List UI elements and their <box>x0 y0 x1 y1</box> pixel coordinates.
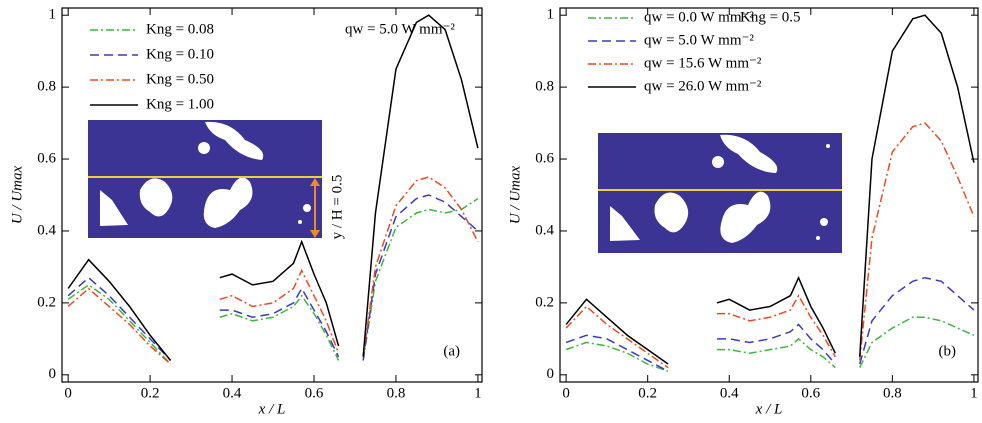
series-line <box>67 176 479 365</box>
series-line <box>67 194 479 361</box>
y-tick-label: 0 <box>49 366 57 382</box>
series-line <box>565 276 975 372</box>
x-tick-label: 0.4 <box>720 385 739 401</box>
y-axis-label: U / Umax <box>9 165 25 224</box>
x-tick-label: 0.6 <box>305 385 324 401</box>
annotation: qw = 5.0 W mm⁻² <box>345 21 455 37</box>
y-tick-label: 0.4 <box>535 222 554 238</box>
legend-label: qw = 26.0 W mm⁻² <box>644 78 762 94</box>
y-tick-label: 0.2 <box>535 294 554 310</box>
y-tick-label: 0.4 <box>37 222 56 238</box>
series-line <box>565 122 975 369</box>
panel-label: (b) <box>939 343 957 359</box>
annotation: Kng = 0.5 <box>740 9 801 25</box>
y-tick-label: 0.8 <box>37 79 56 95</box>
y-tick-label: 1 <box>49 7 57 23</box>
legend-label: qw = 15.6 W mm⁻² <box>644 55 762 71</box>
legend-label: qw = 5.0 W mm⁻² <box>644 32 754 48</box>
y-tick-label: 0 <box>547 366 555 382</box>
x-axis-label: x / L <box>258 401 286 417</box>
inset-b <box>598 133 842 253</box>
legend-label: qw = 0.0 W mm⁻² <box>644 9 754 25</box>
x-tick-label: 0.2 <box>638 385 657 401</box>
x-tick-label: 0 <box>64 385 72 401</box>
y-tick-label: 0.2 <box>37 294 56 310</box>
x-tick-label: 0.6 <box>801 385 820 401</box>
x-tick-label: 0.8 <box>883 385 902 401</box>
y-tick-label: 1 <box>547 7 555 23</box>
x-axis-label: x / L <box>755 401 783 417</box>
x-tick-label: 0.8 <box>387 385 406 401</box>
legend-label: Kng = 0.08 <box>146 21 214 37</box>
x-tick-label: 1 <box>970 385 978 401</box>
series-line <box>565 316 975 372</box>
series-line <box>565 14 975 365</box>
y-tick-label: 0.6 <box>535 150 554 166</box>
plot-frame <box>61 7 483 383</box>
plot-frame <box>559 7 979 383</box>
x-tick-label: 0.2 <box>141 385 160 401</box>
x-tick-label: 0 <box>562 385 570 401</box>
x-tick-label: 1 <box>474 385 482 401</box>
x-tick-label: 0.4 <box>223 385 242 401</box>
legend-label: Kng = 0.50 <box>146 71 214 87</box>
legend-label: Kng = 1.00 <box>146 96 214 112</box>
panel-label: (a) <box>443 343 460 359</box>
series-line <box>67 197 479 365</box>
legend-label: Kng = 0.10 <box>146 46 214 62</box>
y-tick-label: 0.6 <box>37 150 56 166</box>
series-line <box>67 14 479 361</box>
inset-label: y / H = 0.5 <box>329 175 345 240</box>
y-tick-label: 0.8 <box>535 79 554 95</box>
y-axis-label: U / Umax <box>507 165 523 224</box>
inset-a <box>88 120 322 238</box>
